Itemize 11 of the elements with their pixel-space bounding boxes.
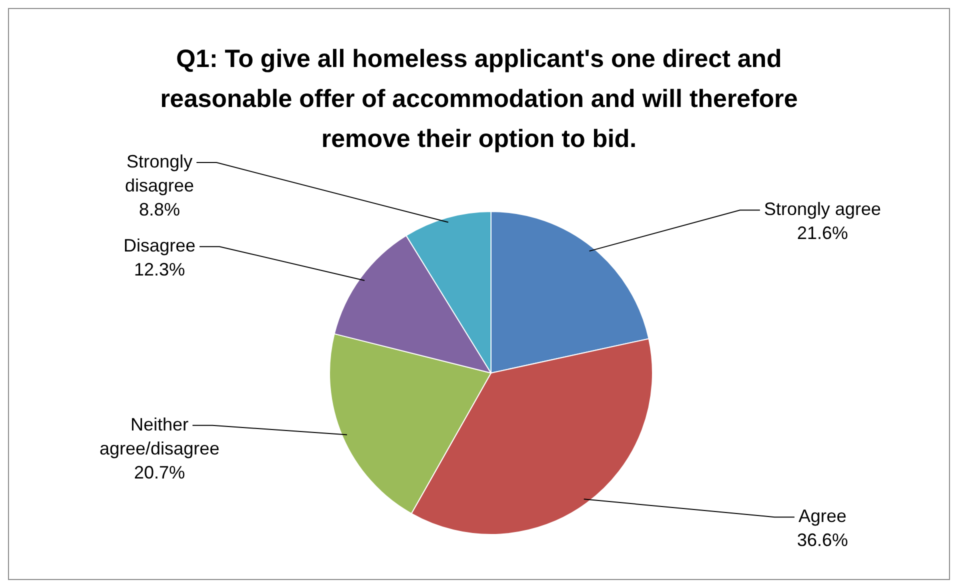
data-label: 20.7% bbox=[134, 462, 186, 482]
slice-label: Agree bbox=[798, 506, 847, 526]
data-label: 36.6% bbox=[796, 530, 848, 550]
data-label: 8.8% bbox=[138, 200, 180, 220]
slice-label: Strongly agree bbox=[764, 199, 882, 220]
chart-title: Q1: To give all homeless applicant's one direct and reasonable offer of accommodation and will therefore remove their option to bid. bbox=[160, 45, 798, 153]
slice-label: Disagree bbox=[123, 236, 196, 256]
slice-label: Neither agree/disagree bbox=[99, 414, 220, 458]
slice-label: Strongly disagree bbox=[124, 152, 194, 196]
data-label: 21.6% bbox=[796, 223, 848, 244]
data-label: 12.3% bbox=[134, 260, 186, 280]
